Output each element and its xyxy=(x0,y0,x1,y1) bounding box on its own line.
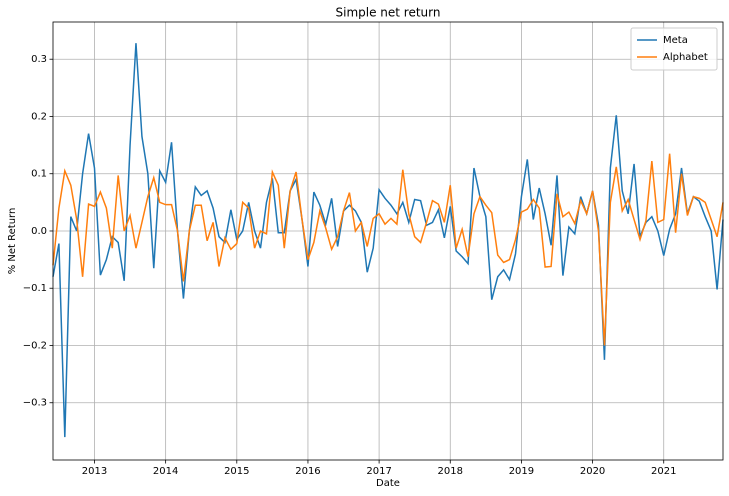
legend-box xyxy=(630,27,718,71)
x-tick-label: 2014 xyxy=(153,466,178,477)
x-tick-label: 2015 xyxy=(224,466,249,477)
y-tick-label: −0.1 xyxy=(23,283,47,294)
series-line xyxy=(52,43,724,438)
x-tick-label: 2013 xyxy=(82,466,107,477)
x-axis-label: Date xyxy=(376,478,400,489)
x-tick-label: 2020 xyxy=(580,466,605,477)
legend-label: Meta xyxy=(663,35,688,46)
plot-frame xyxy=(52,21,724,461)
y-tick-label: 0.3 xyxy=(31,54,47,65)
x-tick-label: 2019 xyxy=(509,466,534,477)
y-tick-label: 0.0 xyxy=(31,226,47,237)
y-tick-label: −0.3 xyxy=(23,398,47,409)
y-axis-label: % Net Return xyxy=(7,208,18,275)
legend-label: Alphabet xyxy=(663,52,708,63)
chart-title: Simple net return xyxy=(336,6,441,20)
y-tick-label: −0.2 xyxy=(23,340,47,351)
y-tick-label: 0.2 xyxy=(31,111,47,122)
x-tick-label: 2018 xyxy=(438,466,463,477)
x-tick-label: 2016 xyxy=(295,466,320,477)
legend: Meta Alphabet xyxy=(630,27,718,71)
series-line xyxy=(52,153,724,346)
y-tick-label: 0.1 xyxy=(31,169,47,180)
x-tick-label: 2017 xyxy=(366,466,391,477)
x-tick-label: 2021 xyxy=(651,466,676,477)
